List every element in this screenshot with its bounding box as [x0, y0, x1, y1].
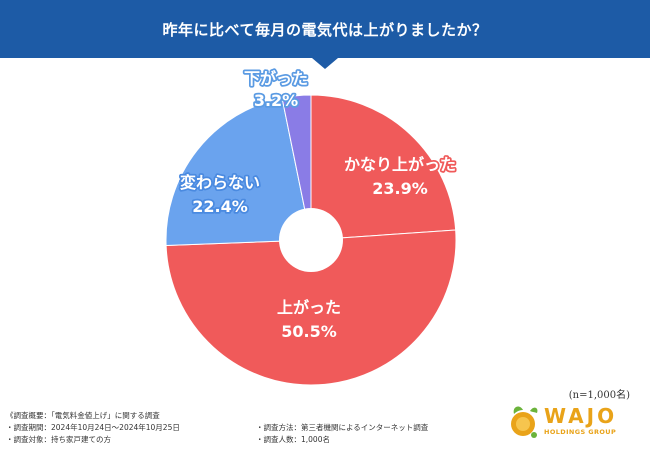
slice-value-label: 50.5%	[281, 322, 337, 341]
note-count: ・調査人数：1,000名	[256, 435, 330, 444]
slice-value-label: 3.2%	[254, 91, 298, 110]
slice-category-label: かなり上がった	[344, 155, 456, 174]
pie-slice	[281, 94, 312, 241]
slice-category-label: 下がった	[244, 69, 308, 88]
note-target: ・調査対象：持ち家戸建ての方	[6, 435, 111, 444]
wajo-logo: WAJO HOLDINGS GROUP	[506, 402, 636, 442]
chart-title: 昨年に比べて毎月の電気代は上がりましたか？	[162, 20, 488, 39]
sample-size: (n=1,000名)	[568, 390, 630, 401]
slice-value-label: 23.9%	[372, 179, 428, 198]
chart-header: 昨年に比べて毎月の電気代は上がりましたか？	[0, 0, 650, 58]
survey-notes: 《調査概要：「電気料金値上げ」に関する調査 ・調査期間：2024年10月24日～…	[6, 410, 180, 446]
leaf-globe-icon	[511, 406, 538, 438]
logo-wordmark: WAJO	[544, 404, 618, 428]
donut-hole	[279, 208, 343, 272]
slice-value-label: 22.4%	[192, 197, 248, 216]
pie-slice	[165, 97, 312, 246]
header-notch	[312, 58, 338, 69]
logo-subtitle: HOLDINGS GROUP	[544, 428, 617, 436]
survey-notes-col2: ・調査方法：第三者機関によるインターネット調査 ・調査人数：1,000名	[256, 422, 428, 446]
note-period: ・調査期間：2024年10月24日～2024年10月25日	[6, 423, 180, 432]
pie-slice	[310, 94, 457, 241]
pie-slice	[165, 229, 457, 386]
note-method: ・調査方法：第三者機関によるインターネット調査	[256, 423, 429, 432]
note-overview: 《調査概要：「電気料金値上げ」に関する調査	[6, 411, 160, 420]
slice-category-label: 上がった	[277, 298, 341, 317]
slice-category-label: 変わらない	[180, 173, 260, 192]
